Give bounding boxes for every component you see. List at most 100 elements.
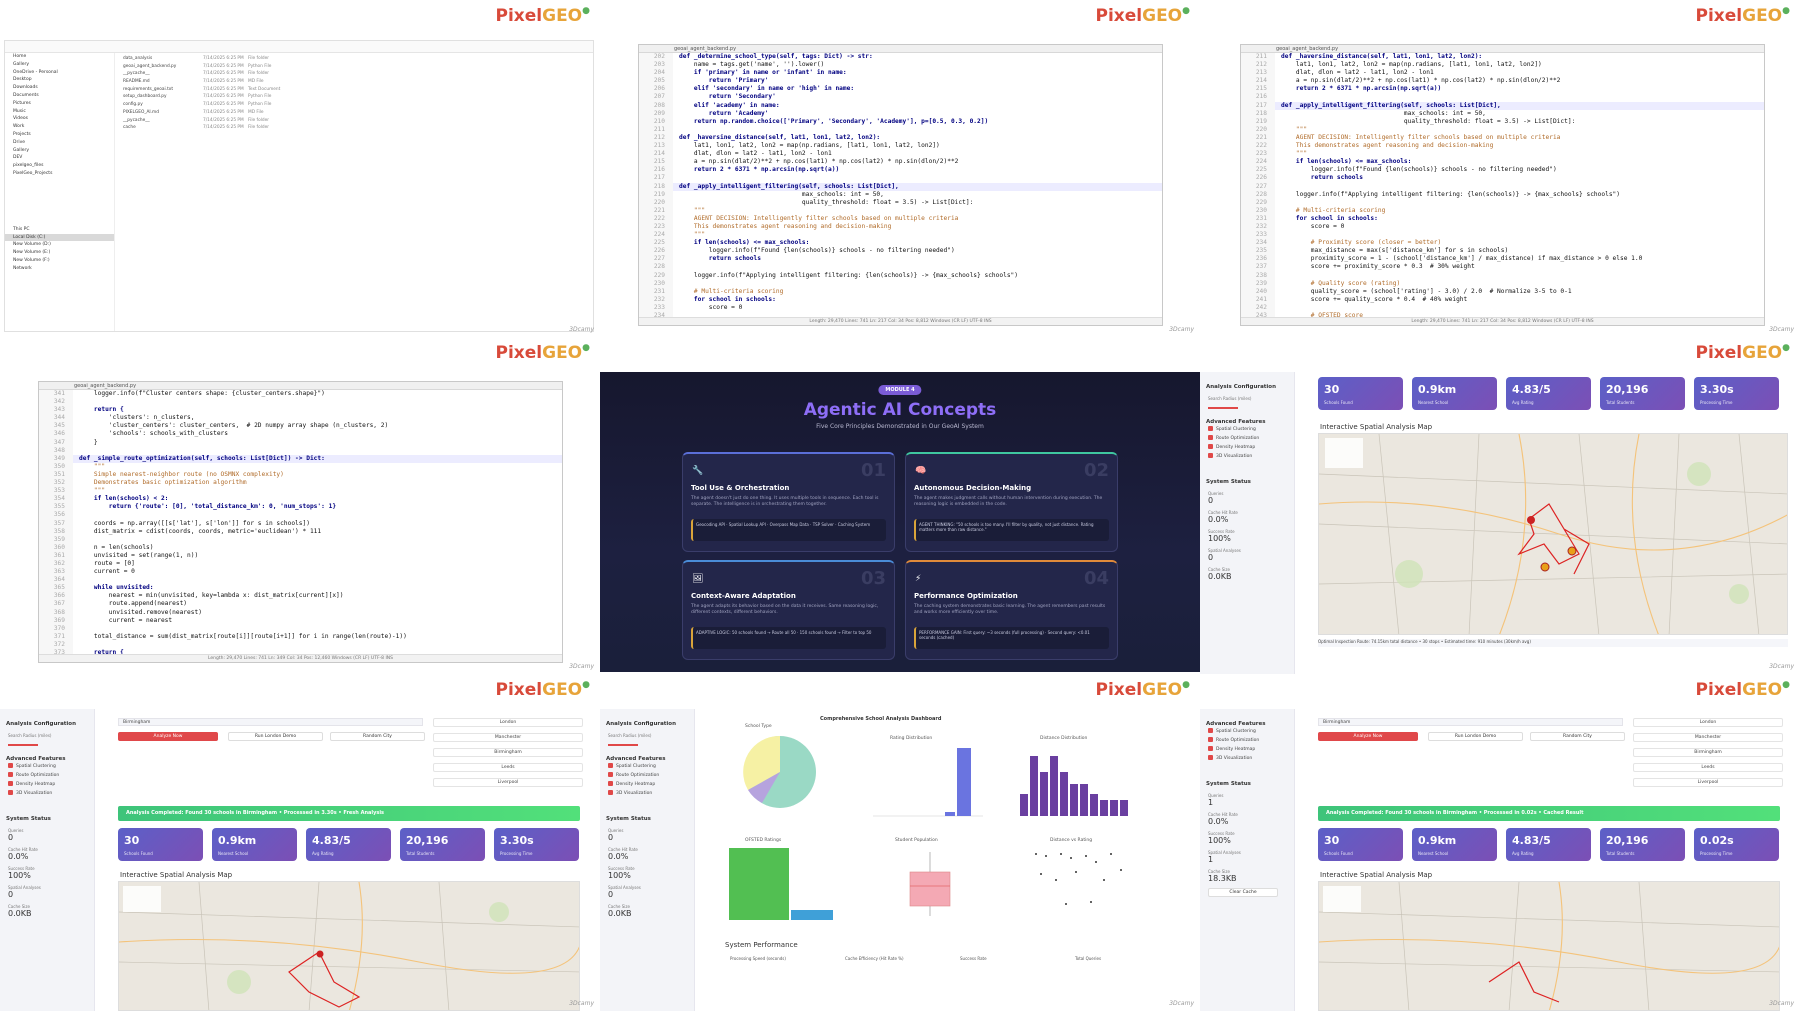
feature-checkbox[interactable]: 3D Visualization [600, 789, 694, 798]
explorer-file-list[interactable]: data_analysis 7/14/2025 6:25 PM File folde… [123, 55, 593, 331]
sidebar-item[interactable]: Gallery [13, 147, 30, 153]
sidebar-item[interactable]: New Volume (F:) [13, 257, 50, 263]
feature-checkbox[interactable]: Density Heatmap [1200, 443, 1294, 452]
feature-checkbox[interactable]: Spatial Clustering [600, 762, 694, 771]
city-button[interactable]: Liverpool [433, 778, 583, 787]
school-marker[interactable] [1567, 546, 1577, 556]
city-button[interactable]: Birmingham [1633, 748, 1783, 757]
sidebar-item[interactable]: OneDrive - Personal [13, 69, 58, 75]
city-button[interactable]: Leeds [433, 763, 583, 772]
feature-checkbox[interactable]: 3D Visualization [1200, 754, 1294, 763]
feature-checkbox[interactable]: Spatial Clustering [1200, 727, 1294, 736]
random-city-button[interactable]: Random City [330, 732, 425, 741]
sidebar-item[interactable]: Gallery [13, 61, 30, 67]
sidebar-item[interactable]: Local Disk (C:) [5, 233, 114, 242]
sidebar-item[interactable]: Desktop [13, 77, 32, 83]
code-view[interactable]: geoai_agent_backend.py 341 logger.info(f… [38, 381, 563, 663]
checkbox-checked-icon[interactable] [1208, 737, 1213, 742]
feature-checkbox[interactable]: Spatial Clustering [1200, 425, 1294, 434]
london-demo-button[interactable]: Run London Demo [228, 732, 323, 741]
interactive-map[interactable] [1318, 881, 1780, 1011]
sidebar-item[interactable]: Videos [13, 116, 28, 122]
location-input[interactable]: Birmingham [118, 718, 423, 726]
sidebar-item[interactable]: PixelGeo_Projects [13, 170, 53, 176]
school-marker[interactable] [316, 950, 324, 958]
feature-checkbox[interactable]: 3D Visualization [1200, 452, 1294, 461]
feature-checkbox[interactable]: Route Optimization [1200, 736, 1294, 745]
file-row[interactable]: data_analysis 7/14/2025 6:25 PM File folde… [123, 56, 270, 61]
editor-tab[interactable]: geoai_agent_backend.py [1241, 45, 1764, 53]
radius-slider[interactable] [608, 744, 638, 746]
city-button[interactable]: Manchester [1633, 733, 1783, 742]
random-city-button[interactable]: Random City [1530, 732, 1625, 741]
sidebar-item[interactable]: Music [13, 108, 26, 114]
sidebar-item[interactable]: Work [13, 124, 25, 130]
city-button[interactable]: Birmingham [433, 748, 583, 757]
feature-checkbox[interactable]: Density Heatmap [1200, 745, 1294, 754]
sidebar-item[interactable]: DEV [13, 155, 23, 161]
file-row[interactable]: cache 7/14/2025 6:25 PM File folder [123, 125, 270, 131]
feature-checkbox[interactable]: 3D Visualization [0, 789, 94, 798]
sidebar-item[interactable]: New Volume (E:) [13, 250, 51, 256]
interactive-map[interactable] [1318, 433, 1788, 635]
city-button[interactable]: Liverpool [1633, 778, 1783, 787]
checkbox-checked-icon[interactable] [8, 790, 13, 795]
editor-tab[interactable]: geoai_agent_backend.py [39, 382, 562, 390]
feature-checkboxes[interactable]: Spatial Clustering Route Optimization Dens… [1200, 727, 1294, 763]
checkbox-checked-icon[interactable] [1208, 755, 1213, 760]
code-view[interactable]: geoai_agent_backend.py 202 def _determine… [638, 44, 1163, 326]
school-type-pie[interactable] [740, 732, 820, 812]
sidebar-item[interactable]: New Volume (D:) [13, 242, 51, 248]
sidebar-item[interactable]: Documents [13, 92, 39, 98]
city-button[interactable]: London [1633, 718, 1783, 727]
feature-checkboxes[interactable]: Spatial Clustering Route Optimization Dens… [1200, 425, 1294, 461]
analyze-button[interactable]: Analyze Now [118, 732, 218, 741]
interactive-map[interactable] [118, 881, 580, 1011]
analyze-button[interactable]: Analyze Now [1318, 732, 1418, 741]
feature-checkboxes[interactable]: Spatial Clustering Route Optimization Dens… [600, 762, 694, 798]
student-population-boxplot[interactable] [880, 844, 980, 924]
feature-checkbox[interactable]: Route Optimization [600, 771, 694, 780]
checkbox-checked-icon[interactable] [8, 781, 13, 786]
city-button[interactable]: London [433, 718, 583, 727]
location-input[interactable]: Birmingham [1318, 718, 1623, 726]
feature-checkbox[interactable]: Route Optimization [1200, 434, 1294, 443]
sidebar-item[interactable]: Pictures [13, 100, 31, 106]
file-row[interactable]: geoai_agent_backend.py 7/14/2025 6:25 PM P… [123, 63, 272, 69]
checkbox-checked-icon[interactable] [8, 772, 13, 777]
city-button[interactable]: Manchester [433, 733, 583, 742]
ofsted-chart[interactable] [725, 844, 835, 924]
clear-cache-button[interactable]: Clear Cache [1208, 888, 1278, 897]
checkbox-checked-icon[interactable] [608, 763, 613, 768]
checkbox-checked-icon[interactable] [1208, 426, 1213, 431]
feature-checkboxes[interactable]: Spatial Clustering Route Optimization Dens… [0, 762, 94, 798]
sidebar-item[interactable]: Home [13, 54, 27, 59]
file-row[interactable]: requirements_geoai.txt 7/14/2025 6:25 PM T… [123, 86, 281, 92]
feature-checkbox[interactable]: Density Heatmap [0, 780, 94, 789]
distance-vs-rating-scatter[interactable] [1016, 844, 1140, 924]
file-row[interactable]: README.md 7/14/2025 6:25 PM MD File [123, 79, 264, 85]
rating-distribution-chart[interactable] [865, 744, 985, 824]
checkbox-checked-icon[interactable] [608, 772, 613, 777]
map-graphic[interactable] [1319, 882, 1780, 1011]
file-row[interactable]: PIXELGEO_AI.md 7/14/2025 6:25 PM MD File [123, 109, 264, 115]
london-demo-button[interactable]: Run London Demo [1428, 732, 1523, 741]
feature-checkbox[interactable]: Density Heatmap [600, 780, 694, 789]
editor-tab[interactable]: geoai_agent_backend.py [639, 45, 1162, 53]
feature-checkbox[interactable]: Spatial Clustering [0, 762, 94, 771]
radius-slider[interactable] [1208, 407, 1238, 409]
school-marker[interactable] [1540, 562, 1550, 572]
school-marker[interactable] [1527, 516, 1535, 524]
checkbox-checked-icon[interactable] [1208, 444, 1213, 449]
map-graphic[interactable] [119, 882, 580, 1011]
map-graphic[interactable] [1319, 434, 1788, 635]
file-row[interactable]: __pycache__ 7/14/2025 6:25 PM File folder [123, 117, 270, 123]
checkbox-checked-icon[interactable] [1208, 728, 1213, 733]
checkbox-checked-icon[interactable] [608, 790, 613, 795]
checkbox-checked-icon[interactable] [1208, 746, 1213, 751]
file-row[interactable]: config.py 7/14/2025 6:25 PM Python File [123, 102, 272, 108]
radius-slider[interactable] [8, 744, 38, 746]
checkbox-checked-icon[interactable] [8, 763, 13, 768]
sidebar-item[interactable]: pixelgeo_files [13, 163, 44, 169]
explorer-sidebar[interactable]: Home Gallery OneDrive - Personal Desktop Dow… [5, 53, 115, 331]
